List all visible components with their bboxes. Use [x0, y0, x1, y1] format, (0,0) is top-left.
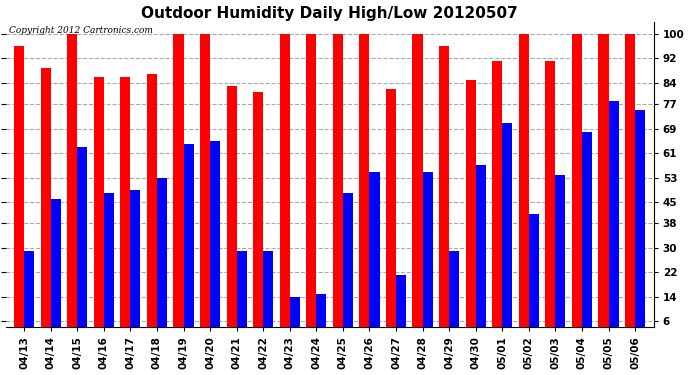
Bar — [635, 110, 645, 340]
Bar — [545, 62, 555, 340]
Bar — [24, 251, 34, 340]
Bar — [343, 193, 353, 340]
Bar — [14, 46, 24, 340]
Bar — [120, 77, 130, 340]
Bar — [396, 276, 406, 340]
Bar — [173, 34, 184, 340]
Bar — [210, 141, 220, 340]
Bar — [333, 34, 343, 340]
Bar — [67, 34, 77, 340]
Bar — [449, 251, 460, 340]
Bar — [519, 34, 529, 340]
Bar — [226, 86, 237, 340]
Bar — [306, 34, 316, 340]
Bar — [572, 34, 582, 340]
Bar — [147, 74, 157, 340]
Bar — [609, 101, 619, 340]
Bar — [492, 62, 502, 340]
Bar — [555, 175, 566, 340]
Bar — [50, 199, 61, 340]
Bar — [41, 68, 50, 340]
Bar — [359, 34, 369, 340]
Bar — [94, 77, 104, 340]
Bar — [413, 34, 422, 340]
Bar — [200, 34, 210, 340]
Bar — [157, 178, 167, 340]
Bar — [104, 193, 114, 340]
Bar — [439, 46, 449, 340]
Text: Copyright 2012 Cartronics.com: Copyright 2012 Cartronics.com — [9, 26, 152, 35]
Bar — [369, 171, 380, 340]
Bar — [130, 190, 141, 340]
Bar — [386, 89, 396, 340]
Bar — [316, 294, 326, 340]
Bar — [422, 171, 433, 340]
Bar — [290, 297, 300, 340]
Bar — [279, 34, 290, 340]
Bar — [237, 251, 247, 340]
Bar — [184, 144, 194, 340]
Bar — [502, 123, 513, 340]
Bar — [475, 165, 486, 340]
Bar — [466, 80, 475, 340]
Title: Outdoor Humidity Daily High/Low 20120507: Outdoor Humidity Daily High/Low 20120507 — [141, 6, 518, 21]
Bar — [253, 92, 263, 340]
Bar — [77, 147, 88, 340]
Bar — [529, 214, 539, 340]
Bar — [598, 34, 609, 340]
Bar — [625, 34, 635, 340]
Bar — [263, 251, 273, 340]
Bar — [582, 132, 592, 340]
